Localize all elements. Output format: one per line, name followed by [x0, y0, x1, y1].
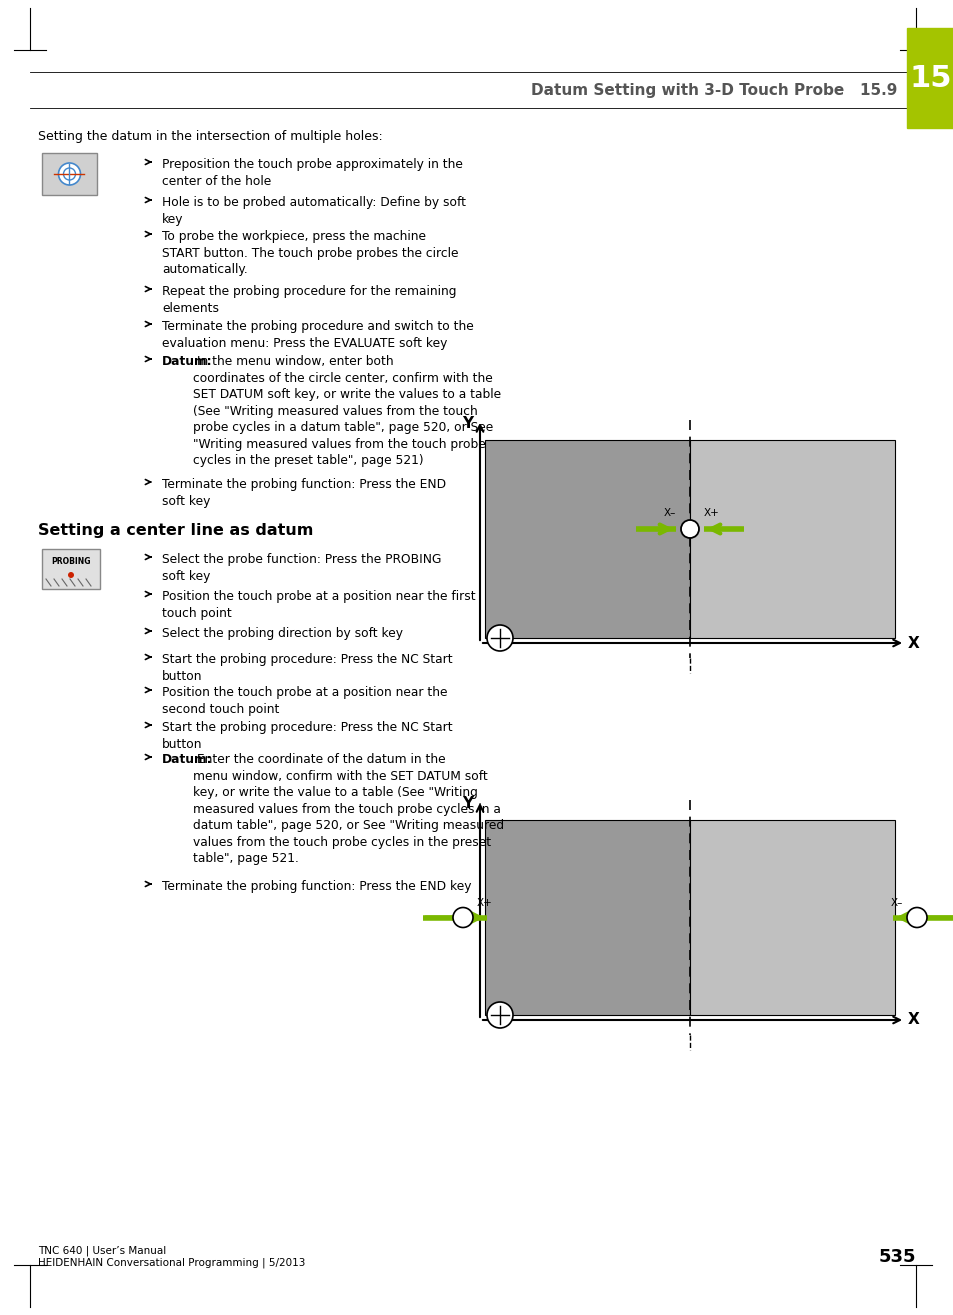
Text: X: X: [907, 635, 919, 651]
Text: X+: X+: [703, 508, 719, 518]
Text: PROBING: PROBING: [51, 558, 91, 565]
Text: To probe the workpiece, press the machine
START button. The touch probe probes t: To probe the workpiece, press the machin…: [162, 230, 458, 276]
Text: 535: 535: [878, 1248, 915, 1266]
Text: Select the probing direction by soft key: Select the probing direction by soft key: [162, 627, 402, 640]
Text: X–: X–: [663, 508, 676, 518]
Text: In the menu window, enter both
coordinates of the circle center, confirm with th: In the menu window, enter both coordinat…: [193, 355, 500, 467]
Bar: [484, 441, 689, 638]
Bar: [906, 28, 953, 128]
Text: X: X: [907, 1013, 919, 1027]
Text: HEIDENHAIN Conversational Programming | 5/2013: HEIDENHAIN Conversational Programming | …: [38, 1258, 305, 1269]
Text: Terminate the probing procedure and switch to the
evaluation menu: Press the EVA: Terminate the probing procedure and swit…: [162, 320, 474, 350]
Text: Y: Y: [462, 416, 473, 430]
Text: 15: 15: [908, 63, 951, 92]
Text: Datum:: Datum:: [162, 355, 213, 368]
Circle shape: [453, 907, 473, 927]
Text: Setting the datum in the intersection of multiple holes:: Setting the datum in the intersection of…: [38, 130, 382, 143]
Text: Setting a center line as datum: Setting a center line as datum: [38, 523, 313, 538]
Text: Select the probe function: Press the PROBING
soft key: Select the probe function: Press the PRO…: [162, 554, 441, 583]
Circle shape: [486, 1002, 513, 1028]
Text: X+: X+: [476, 898, 493, 909]
Circle shape: [906, 907, 926, 927]
Text: Datum:: Datum:: [162, 753, 213, 767]
Circle shape: [58, 163, 80, 185]
Circle shape: [680, 519, 699, 538]
Text: Enter the coordinate of the datum in the
menu window, confirm with the SET DATUM: Enter the coordinate of the datum in the…: [193, 753, 504, 865]
Circle shape: [68, 572, 74, 579]
Bar: [42, 548, 100, 589]
Bar: [42, 153, 97, 195]
Bar: [689, 821, 894, 1015]
Text: Position the touch probe at a position near the
second touch point: Position the touch probe at a position n…: [162, 686, 447, 715]
Text: Preposition the touch probe approximately in the
center of the hole: Preposition the touch probe approximatel…: [162, 158, 462, 188]
Text: Datum Setting with 3-D Touch Probe   15.9: Datum Setting with 3-D Touch Probe 15.9: [530, 83, 896, 97]
Text: Start the probing procedure: Press the NC Start
button: Start the probing procedure: Press the N…: [162, 721, 452, 751]
Text: Terminate the probing function: Press the END
soft key: Terminate the probing function: Press th…: [162, 477, 446, 508]
Text: Terminate the probing function: Press the END key: Terminate the probing function: Press th…: [162, 880, 471, 893]
Text: Y: Y: [462, 796, 473, 810]
Bar: [689, 441, 894, 638]
Text: Start the probing procedure: Press the NC Start
button: Start the probing procedure: Press the N…: [162, 654, 452, 682]
Text: TNC 640 | User’s Manual: TNC 640 | User’s Manual: [38, 1245, 166, 1256]
Text: Position the touch probe at a position near the first
touch point: Position the touch probe at a position n…: [162, 590, 476, 619]
Circle shape: [486, 625, 513, 651]
Circle shape: [64, 168, 75, 180]
Text: Repeat the probing procedure for the remaining
elements: Repeat the probing procedure for the rem…: [162, 285, 456, 314]
Text: X–: X–: [890, 898, 902, 909]
Text: Hole is to be probed automatically: Define by soft
key: Hole is to be probed automatically: Defi…: [162, 196, 465, 225]
Bar: [484, 821, 689, 1015]
